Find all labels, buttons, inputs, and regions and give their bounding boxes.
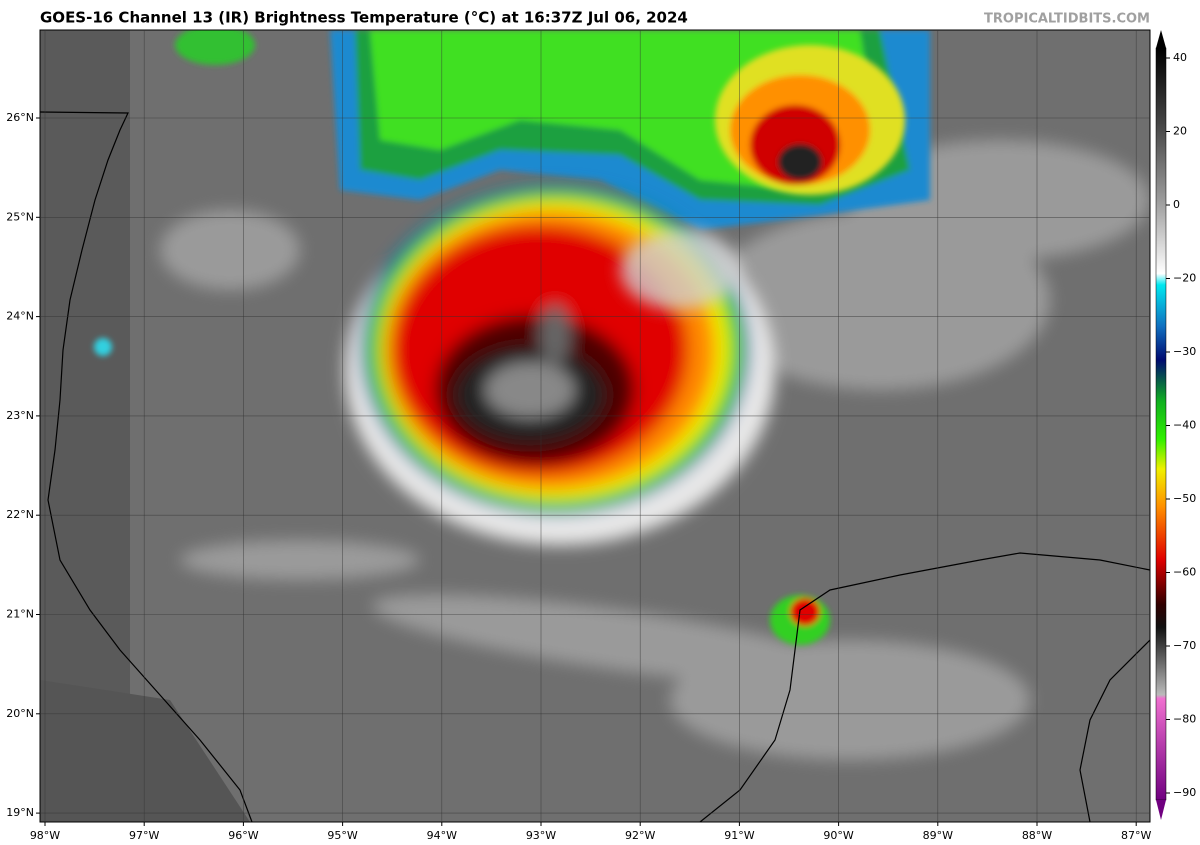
lon-label: 89°W — [923, 829, 953, 842]
lat-label: 19°N — [6, 806, 34, 819]
colorbar-label: −60 — [1173, 566, 1196, 579]
lon-label: 92°W — [625, 829, 655, 842]
colorbar-label: −20 — [1173, 272, 1196, 285]
lon-label: 95°W — [327, 829, 357, 842]
lon-label: 96°W — [228, 829, 258, 842]
satellite-imagery — [40, 30, 1150, 822]
colorbar-label: 20 — [1173, 125, 1187, 138]
lon-label: 91°W — [724, 829, 754, 842]
lon-label: 98°W — [30, 829, 60, 842]
colorbar-label: −80 — [1173, 713, 1196, 726]
lat-label: 25°N — [6, 210, 34, 223]
colorbar-extend — [1156, 30, 1166, 48]
colorbar-label: −30 — [1173, 345, 1196, 358]
title: GOES-16 Channel 13 (IR) Brightness Tempe… — [40, 9, 688, 27]
lon-label: 97°W — [129, 829, 159, 842]
lat-label: 20°N — [6, 707, 34, 720]
lon-label: 93°W — [526, 829, 556, 842]
colorbar-extend — [1156, 800, 1166, 820]
lon-label: 90°W — [823, 829, 853, 842]
watermark: TROPICALTIDBITS.COM — [984, 12, 1150, 27]
colorbar-label: −40 — [1173, 419, 1196, 432]
lon-label: 94°W — [427, 829, 457, 842]
lat-label: 26°N — [6, 111, 34, 124]
colorbar-label: 40 — [1173, 51, 1187, 64]
lat-label: 23°N — [6, 409, 34, 422]
colorbar-label: −70 — [1173, 639, 1196, 652]
lat-label: 24°N — [6, 310, 34, 323]
lat-label: 22°N — [6, 508, 34, 521]
lon-label: 87°W — [1121, 829, 1151, 842]
colorbar-label: 0 — [1173, 198, 1180, 211]
colorbar-label: −90 — [1173, 786, 1196, 799]
colorbar-label: −50 — [1173, 492, 1196, 505]
lon-label: 88°W — [1022, 829, 1052, 842]
colorbar — [1155, 47, 1167, 801]
lat-label: 21°N — [6, 608, 34, 621]
